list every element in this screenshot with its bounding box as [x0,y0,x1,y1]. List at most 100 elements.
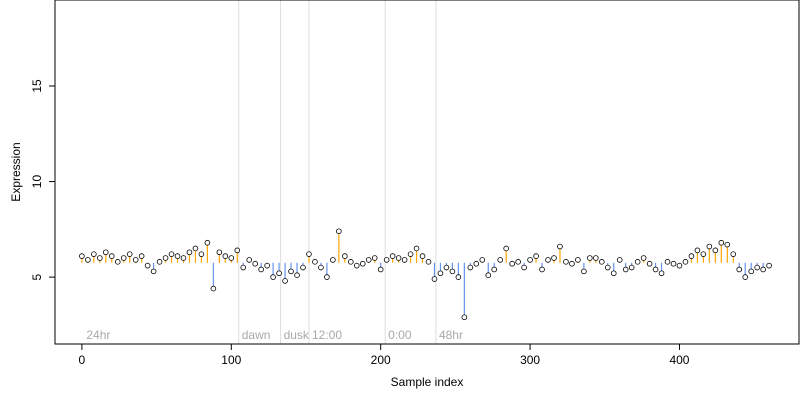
data-point [359,260,366,267]
data-point [425,259,432,265]
plot-frame [54,0,800,345]
data-point [132,257,139,263]
data-point [306,251,312,257]
data-point [706,243,713,250]
segment-marker-label: 24hr [86,328,110,342]
data-point [682,259,689,265]
data-point [342,253,348,259]
data-point [533,253,539,259]
data-point [198,251,205,257]
data-point [658,270,665,277]
data-point [742,274,749,280]
data-point [330,257,336,263]
data-point [180,255,187,261]
data-point [664,259,671,265]
x-axis-label: Sample index [391,375,464,389]
data-point [114,259,121,265]
data-point [324,274,330,280]
segment-marker-label: dusk [284,328,310,342]
segment-marker-label: dawn [242,328,271,342]
data-point [312,259,318,265]
data-point [473,260,480,267]
data-point [240,264,247,271]
data-point [461,314,468,321]
segment-marker-label: 12:00 [312,328,342,342]
data-point [138,253,145,259]
data-point [515,259,521,265]
data-point [610,270,617,277]
data-point [294,272,300,279]
data-point [174,253,181,259]
data-point [318,264,324,271]
data-point [700,251,707,257]
data-point [246,257,253,263]
data-point [593,255,599,261]
data-point [419,253,426,259]
data-point [545,257,551,263]
data-point [282,278,288,284]
data-point [389,253,396,259]
data-point [371,255,378,261]
segment-markers: dawn dusk 12:00 0:00 48hr 24hr [86,0,463,344]
data-point [676,262,683,269]
y-tick-label: 10 [30,175,44,189]
data-point [670,260,677,267]
data-point [79,253,85,259]
data-point [563,259,569,265]
data-point [760,266,766,273]
axes: 0 100 200 300 400 5 10 15 [30,79,690,367]
data-point [754,264,760,271]
data-point [598,259,605,265]
data-point [467,264,474,271]
data-point [377,266,384,273]
data-point [712,247,719,254]
data-point [156,259,163,265]
data-point [150,268,157,275]
data-point [581,268,587,275]
data-point [503,245,509,252]
data-point [108,253,115,259]
data-point [210,285,217,292]
data-point [443,264,450,271]
data-point [383,257,390,263]
data-point [622,266,629,273]
data-point [634,259,641,265]
data-point [348,259,354,265]
data-point [569,260,575,267]
data-point [336,228,342,235]
x-tick-label: 0 [79,353,86,367]
data-point [449,268,456,275]
data-point [455,274,462,280]
data-point [288,268,294,275]
data-point [395,255,402,261]
data-point [300,264,306,271]
data-point [730,251,737,257]
data-point [479,257,486,263]
data-point [437,270,444,277]
data-point [407,251,414,257]
data-point [270,274,276,280]
data-point [228,255,235,261]
data-point [688,253,695,259]
data-point [724,241,731,248]
data-point [527,257,533,263]
data-point [413,245,420,252]
y-tick-label: 5 [30,273,44,280]
x-tick-label: 400 [669,353,689,367]
data-point [640,255,647,261]
x-tick-label: 200 [371,353,391,367]
data-point [186,249,193,256]
y-axis-label: Expression [9,142,23,201]
x-tick-label: 300 [520,353,540,367]
data-point [204,239,211,246]
data-point [736,266,743,273]
data-point [509,260,515,267]
data-point [85,257,91,263]
segment-marker-label: 0:00 [388,328,412,342]
data-point [192,245,199,252]
data-point [353,262,360,269]
data-point [604,264,611,271]
data-point [646,260,653,267]
segment-marker-label: 48hr [439,328,463,342]
